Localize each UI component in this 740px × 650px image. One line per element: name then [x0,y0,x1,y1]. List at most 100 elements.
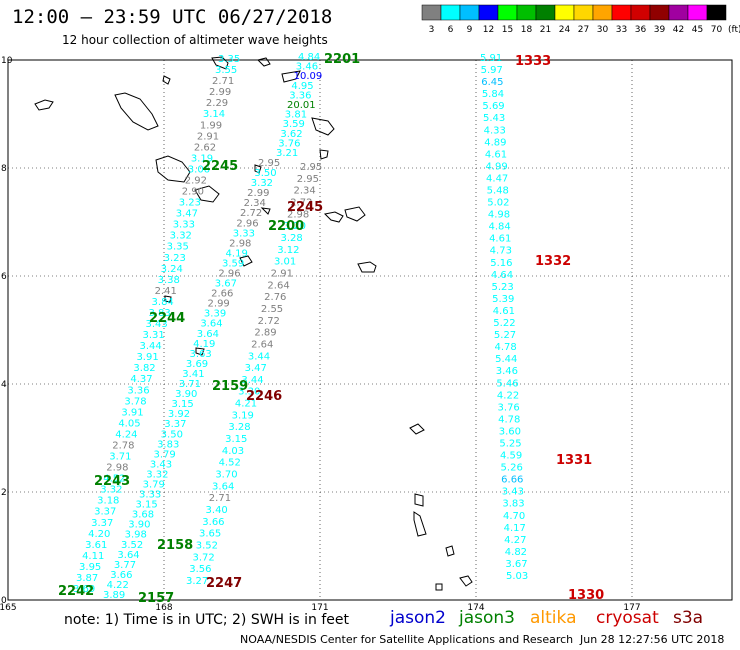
swh-value: 2.72 [290,197,312,208]
y-tick-label: 10 [1,56,13,66]
swh-value: 3.84 [152,297,174,308]
swh-value: 3.23 [164,253,186,264]
legend-label: 21 [540,25,551,35]
swh-value: 2.92 [185,175,207,186]
swh-value: 3.64 [212,481,234,492]
swh-value: 3.31 [142,330,164,341]
swh-value: 2.90 [182,187,204,198]
swh-value: 3.44 [248,351,270,362]
swh-value: 3.98 [125,530,147,541]
swh-value: 3.50 [161,429,183,440]
swh-value: 2.78 [112,440,134,451]
swh-value: 3.33 [173,220,195,231]
swh-value: 3.32 [251,178,273,189]
swh-value: 3.43 [150,459,172,470]
swh-value: 2.99 [209,87,231,98]
legend-label: 27 [578,25,589,35]
swh-value: 3.61 [85,540,107,551]
swh-value: 3.90 [128,520,150,531]
swh-value: 3.76 [278,138,300,149]
swh-value: 4.73 [490,246,512,257]
swh-value: 5.69 [482,101,504,112]
swh-value: 3.64 [200,319,222,330]
swh-value: 2.95 [258,158,280,169]
swh-value: 3.78 [124,396,146,407]
swh-value: 2.89 [254,328,276,339]
y-tick-label: 6 [1,272,7,282]
swh-value: 4.27 [504,535,526,546]
swh-value: 2.34 [244,198,266,209]
swh-value: 3.27 [186,576,208,587]
swh-value: 5.48 [487,186,509,197]
swh-value: 3.33 [139,490,161,501]
satellite-name: jason3 [459,608,515,628]
swh-value: 4.82 [505,547,527,558]
swh-value: 20.01 [287,100,316,111]
legend-label: 42 [673,25,684,35]
y-tick-label: 8 [1,164,7,174]
swh-value: 3.77 [114,560,136,571]
swh-value: 3.37 [164,419,186,430]
time-tag: 2243 [94,474,130,489]
y-tick-label: 2 [1,488,7,498]
credit-line: NOAA/NESDIS Center for Satellite Applica… [240,633,574,646]
swh-value: 4.61 [485,149,507,160]
swh-value: 2.72 [258,316,280,327]
swh-value: 4.47 [486,173,508,184]
swh-value: 3.52 [121,540,143,551]
swh-value: 2.99 [247,188,269,199]
swh-value: 2.29 [206,98,228,109]
swh-value: 5.27 [494,330,516,341]
legend-label: 33 [616,25,627,35]
swh-value: 3.66 [202,517,224,528]
time-tag: 2159 [212,379,248,394]
swh-value: 4.64 [491,270,513,281]
swh-value: 4.20 [88,529,110,540]
satellite-name: s3a [673,608,704,628]
swh-value: 4.21 [235,399,257,410]
swh-value: 4.22 [497,390,519,401]
legend-label: 15 [502,25,513,35]
legend-label: 45 [692,25,703,35]
swh-value: 6.45 [481,77,503,88]
swh-value: 2.98 [106,463,128,474]
swh-value: 4.59 [500,451,522,462]
swh-value: 5.03 [506,571,528,582]
swh-value: 3.40 [206,505,228,516]
legend-label: 70 [711,25,723,35]
swh-value: 2.91 [271,268,293,279]
swh-value: 3.32 [170,231,192,242]
swh-value: 3.67 [215,279,237,290]
swh-value: 3.37 [94,507,116,518]
swh-value: 3.81 [285,110,307,121]
swh-value: 2.95 [300,162,322,173]
swh-value: 3.46 [296,62,318,73]
swh-value: 3.59 [283,119,305,130]
swh-value: 4.52 [103,474,125,485]
chart-subtitle: 12 hour collection of altimeter wave hei… [62,33,328,47]
swh-value: 3.33 [233,228,255,239]
swh-value: 3.79 [143,479,165,490]
swh-value: 3.87 [76,573,98,584]
swh-value: 3.41 [182,369,204,380]
swh-value: 2.96 [218,269,240,280]
x-tick-label: 171 [311,603,328,613]
swh-value: 3.20 [284,221,306,232]
swh-value: 3.37 [91,518,113,529]
swh-value: 3.95 [79,562,101,573]
swh-value: 5.84 [482,89,504,100]
swh-value: 3.32 [146,469,168,480]
swh-value: 2.64 [251,339,273,350]
swh-value: 3.24 [161,264,183,275]
swh-value: 3.90 [175,389,197,400]
swh-value: 3.83 [157,439,179,450]
swh-value: 3.69 [186,359,208,370]
swh-value: 4.37 [130,374,152,385]
swh-value: 2.62 [194,142,216,153]
swh-value: 4.98 [488,210,510,221]
swh-value: 3.43 [146,319,168,330]
swh-value: 3.83 [149,308,171,319]
swh-value: 3.64 [117,550,139,561]
